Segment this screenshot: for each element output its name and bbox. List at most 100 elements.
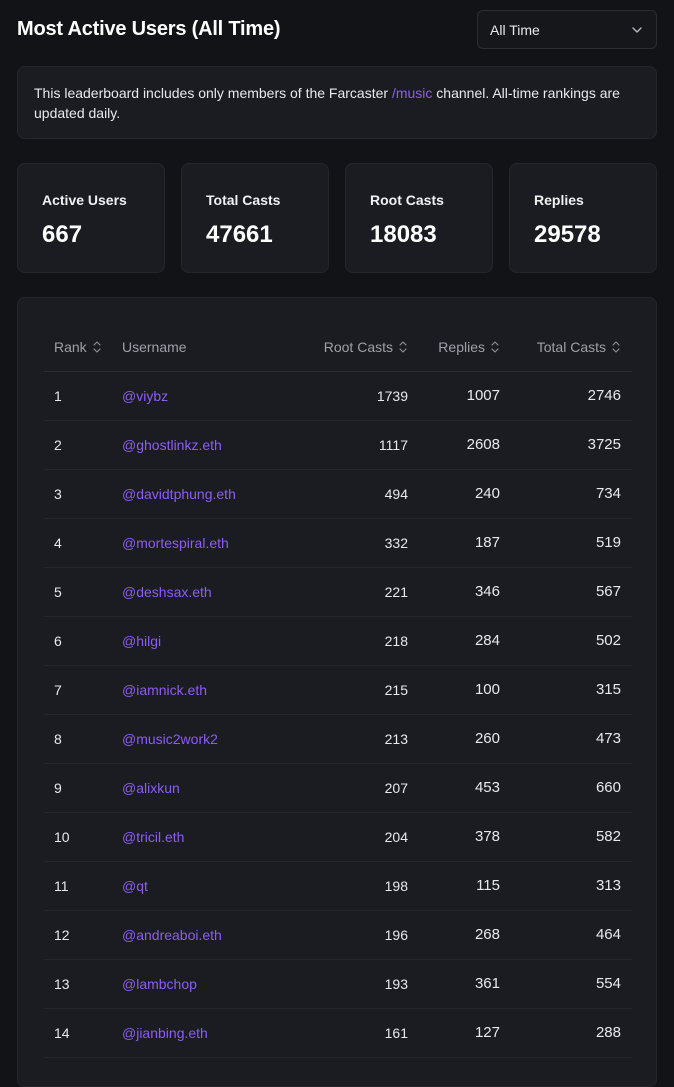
- table-row: 2 @ghostlinkz.eth 1117 2608 3725: [44, 420, 632, 470]
- table-row: 1 @viybz 1739 1007 2746: [44, 371, 632, 421]
- column-label: Replies: [438, 338, 485, 355]
- username-cell: @music2work2: [122, 714, 282, 764]
- table-row: 11 @qt 198 115 313: [44, 861, 632, 911]
- total-casts-cell: 660: [500, 763, 632, 813]
- rank-cell: 13: [44, 959, 122, 1009]
- rank-cell: 6: [44, 616, 122, 666]
- column-header-username: Username: [122, 323, 282, 372]
- total-casts-cell: 734: [500, 469, 632, 519]
- username-cell: @iamnick.eth: [122, 665, 282, 715]
- username-link[interactable]: @music2work2: [122, 730, 218, 747]
- replies-cell: 115: [408, 861, 500, 911]
- time-range-value: All Time: [490, 21, 540, 38]
- username-cell: @alixkun: [122, 763, 282, 813]
- total-casts-cell: 567: [500, 567, 632, 617]
- username-link[interactable]: @ghostlinkz.eth: [122, 436, 222, 453]
- sort-icon: [491, 341, 499, 353]
- replies-cell: 453: [408, 763, 500, 813]
- username-cell: @qt: [122, 861, 282, 911]
- column-header-replies[interactable]: Replies: [408, 323, 500, 372]
- total-casts-cell: 315: [500, 665, 632, 715]
- replies-cell: 268: [408, 910, 500, 960]
- rank-cell: 12: [44, 910, 122, 960]
- stat-card-total-casts: Total Casts 47661: [181, 163, 329, 273]
- total-casts-cell: 2746: [500, 371, 632, 421]
- rank-cell: 3: [44, 469, 122, 519]
- username-link[interactable]: @alixkun: [122, 779, 180, 796]
- total-casts-cell: 473: [500, 714, 632, 764]
- table-row: 7 @iamnick.eth 215 100 315: [44, 665, 632, 715]
- time-range-select[interactable]: All Time: [477, 10, 657, 49]
- table-row: 3 @davidtphung.eth 494 240 734: [44, 469, 632, 519]
- root-casts-cell: 1117: [282, 420, 408, 470]
- rank-cell: 4: [44, 518, 122, 568]
- replies-cell: 378: [408, 812, 500, 862]
- replies-cell: 100: [408, 665, 500, 715]
- page-header: Most Active Users (All Time) All Time: [17, 10, 657, 50]
- stat-value: 18083: [370, 221, 437, 248]
- username-link[interactable]: @lambchop: [122, 975, 197, 992]
- rank-cell: 14: [44, 1008, 122, 1058]
- stat-card-root-casts: Root Casts 18083: [345, 163, 493, 273]
- username-link[interactable]: @andreaboi.eth: [122, 926, 222, 943]
- root-casts-cell: 204: [282, 812, 408, 862]
- username-link[interactable]: @deshsax.eth: [122, 583, 212, 600]
- sort-icon: [93, 341, 101, 353]
- username-cell: @viybz: [122, 371, 282, 421]
- stats-row: Active Users 667 Total Casts 47661 Root …: [17, 163, 657, 273]
- stat-card-active-users: Active Users 667: [17, 163, 165, 273]
- stat-label: Active Users: [42, 192, 127, 208]
- root-casts-cell: 215: [282, 665, 408, 715]
- column-header-total-casts[interactable]: Total Casts: [500, 323, 632, 372]
- table-row: 13 @lambchop 193 361 554: [44, 959, 632, 1009]
- replies-cell: 284: [408, 616, 500, 666]
- replies-cell: 1007: [408, 371, 500, 421]
- username-cell: @mortespiral.eth: [122, 518, 282, 568]
- rank-cell: 10: [44, 812, 122, 862]
- table-row: 9 @alixkun 207 453 660: [44, 763, 632, 813]
- notice-text-before: This leaderboard includes only members o…: [34, 85, 392, 101]
- table-row: 14 @jianbing.eth 161 127 288: [44, 1008, 632, 1058]
- root-casts-cell: 161: [282, 1008, 408, 1058]
- music-channel-link[interactable]: /music: [391, 85, 433, 101]
- table-body: 1 @viybz 1739 1007 2746 2 @ghostlinkz.eth 1117 2…: [44, 371, 632, 1058]
- username-link[interactable]: @jianbing.eth: [122, 1024, 208, 1041]
- username-link[interactable]: @qt: [122, 877, 148, 894]
- root-casts-cell: 1739: [282, 371, 408, 421]
- table-row: 12 @andreaboi.eth 196 268 464: [44, 910, 632, 960]
- username-cell: @tricil.eth: [122, 812, 282, 862]
- username-link[interactable]: @tricil.eth: [122, 828, 185, 845]
- username-link[interactable]: @davidtphung.eth: [122, 485, 236, 502]
- rank-cell: 7: [44, 665, 122, 715]
- total-casts-cell: 519: [500, 518, 632, 568]
- leaderboard-notice: This leaderboard includes only members o…: [17, 66, 657, 139]
- rank-cell: 9: [44, 763, 122, 813]
- column-label: Total Casts: [536, 338, 606, 355]
- total-casts-cell: 502: [500, 616, 632, 666]
- leaderboard-table: Rank Username Root Casts Replies: [44, 323, 632, 1058]
- sort-icon: [399, 341, 407, 353]
- username-cell: @andreaboi.eth: [122, 910, 282, 960]
- username-cell: @hilgi: [122, 616, 282, 666]
- total-casts-cell: 288: [500, 1008, 632, 1058]
- table-row: 5 @deshsax.eth 221 346 567: [44, 567, 632, 617]
- sort-icon: [612, 341, 620, 353]
- root-casts-cell: 193: [282, 959, 408, 1009]
- username-link[interactable]: @viybz: [122, 387, 169, 404]
- replies-cell: 346: [408, 567, 500, 617]
- total-casts-cell: 554: [500, 959, 632, 1009]
- total-casts-cell: 313: [500, 861, 632, 911]
- table-row: 8 @music2work2 213 260 473: [44, 714, 632, 764]
- stat-label: Root Casts: [370, 192, 444, 208]
- column-header-root-casts[interactable]: Root Casts: [282, 323, 408, 372]
- rank-cell: 2: [44, 420, 122, 470]
- username-link[interactable]: @mortespiral.eth: [122, 534, 229, 551]
- username-link[interactable]: @hilgi: [122, 632, 162, 649]
- total-casts-cell: 3725: [500, 420, 632, 470]
- root-casts-cell: 221: [282, 567, 408, 617]
- username-cell: @jianbing.eth: [122, 1008, 282, 1058]
- username-link[interactable]: @iamnick.eth: [122, 681, 208, 698]
- column-header-rank[interactable]: Rank: [44, 323, 122, 372]
- stat-label: Replies: [534, 192, 584, 208]
- stat-card-replies: Replies 29578: [509, 163, 657, 273]
